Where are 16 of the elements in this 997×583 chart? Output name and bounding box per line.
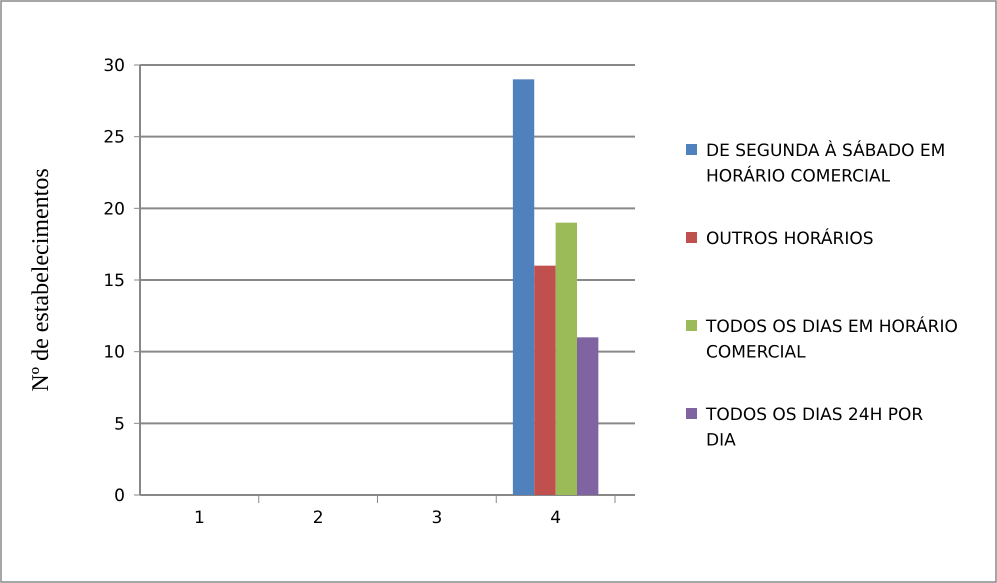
legend-label: OUTROS HORÁRIOS: [706, 228, 874, 249]
legend-label: DE SEGUNDA À SÁBADO EM HORÁRIO COMERCIAL: [706, 140, 946, 186]
legend-label: TODOS OS DIAS EM HORÁRIO COMERCIAL: [705, 316, 958, 362]
y-tick-label: 10: [103, 342, 125, 363]
y-tick-label: 5: [114, 414, 125, 434]
x-tick-label: 3: [431, 508, 442, 528]
x-tick-label: 2: [312, 508, 324, 528]
y-tick-label: 25: [103, 128, 125, 148]
y-tick-label: 20: [103, 199, 125, 220]
legend-label: TODOS OS DIAS 24H POR DIA: [705, 404, 924, 450]
y-axis-title: Nº de estabelecimentos: [28, 168, 54, 392]
y-tick-label: 15: [103, 270, 125, 291]
y-tick-label: 0: [114, 486, 125, 506]
x-tick-label: 4: [550, 508, 562, 528]
y-tick-label: 30: [103, 56, 125, 76]
x-tick-label: 1: [194, 508, 205, 528]
